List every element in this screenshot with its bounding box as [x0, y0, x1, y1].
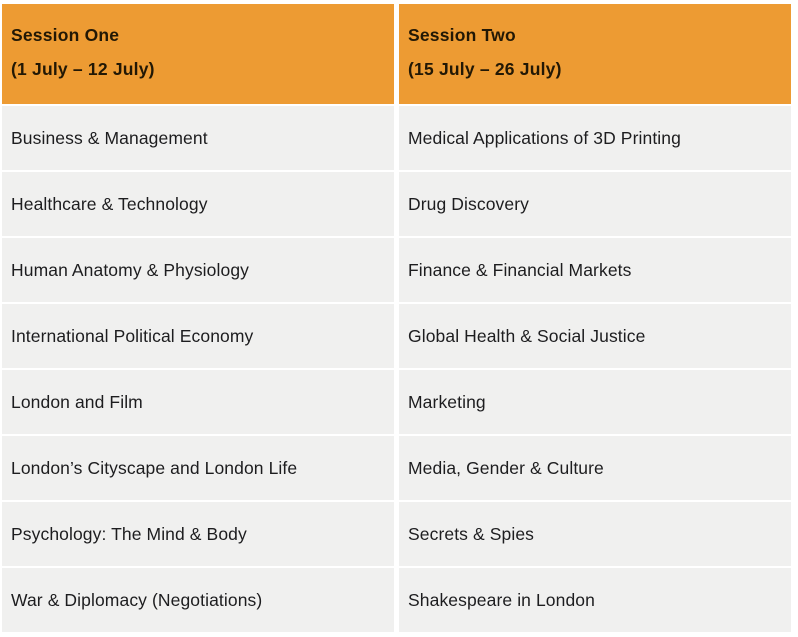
session-two-course: Media, Gender & Culture: [399, 436, 791, 500]
session-two-header: Session Two (15 July – 26 July): [399, 4, 791, 104]
session-one-course: International Political Economy: [2, 304, 394, 368]
session-one-dates: (1 July – 12 July): [11, 59, 155, 79]
session-two-course: Finance & Financial Markets: [399, 238, 791, 302]
session-one-course: Business & Management: [2, 106, 394, 170]
session-one-course: London’s Cityscape and London Life: [2, 436, 394, 500]
session-one-header: Session One (1 July – 12 July): [2, 4, 394, 104]
session-two-course: Global Health & Social Justice: [399, 304, 791, 368]
session-two-course: Marketing: [399, 370, 791, 434]
session-one-title: Session One: [11, 25, 120, 45]
session-one-course: Human Anatomy & Physiology: [2, 238, 394, 302]
session-two-course: Shakespeare in London: [399, 568, 791, 632]
session-one-course: War & Diplomacy (Negotiations): [2, 568, 394, 632]
session-one-course: Psychology: The Mind & Body: [2, 502, 394, 566]
session-two-course: Drug Discovery: [399, 172, 791, 236]
session-two-dates: (15 July – 26 July): [408, 59, 562, 79]
session-two-course: Secrets & Spies: [399, 502, 791, 566]
session-one-course: Healthcare & Technology: [2, 172, 394, 236]
session-one-course: London and Film: [2, 370, 394, 434]
session-two-course: Medical Applications of 3D Printing: [399, 106, 791, 170]
sessions-grid: Session One (1 July – 12 July) Session T…: [2, 4, 791, 632]
session-two-title: Session Two: [408, 25, 516, 45]
